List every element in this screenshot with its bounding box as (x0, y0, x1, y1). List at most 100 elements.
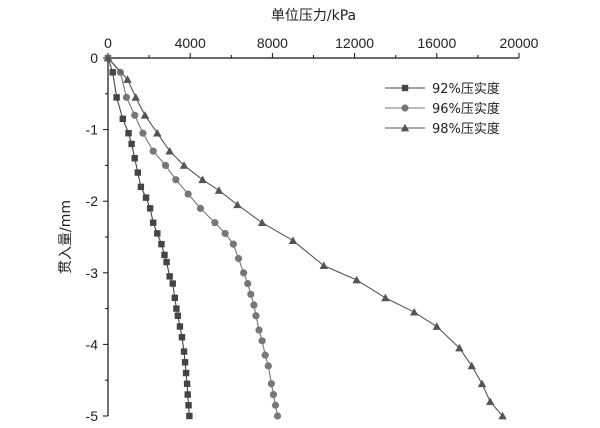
x-tick-label: 20000 (500, 35, 539, 51)
y-tick-label: -3 (86, 265, 99, 281)
data-point-series-1 (113, 94, 120, 101)
y-tick-label: -2 (86, 193, 99, 209)
data-point-series-3 (409, 307, 419, 316)
legend-marker-2 (401, 104, 409, 112)
data-point-series-2 (211, 219, 219, 227)
y-tick-label: -1 (86, 122, 99, 138)
data-point-series-1 (109, 69, 116, 76)
data-point-series-1 (174, 312, 182, 319)
data-point-series-3 (257, 218, 267, 227)
data-point-series-1 (182, 369, 190, 377)
x-tick-label: 4000 (175, 35, 206, 51)
data-point-series-2 (244, 279, 252, 288)
data-point-series-3 (165, 146, 174, 155)
data-point-series-3 (381, 293, 390, 302)
data-point-series-2 (149, 147, 157, 155)
data-point-series-2 (264, 362, 272, 370)
data-point-series-1 (178, 334, 186, 341)
x-tick-label: 8000 (257, 35, 288, 51)
data-point-series-3 (467, 361, 476, 370)
legend-label-1: 92%压实度 (432, 81, 500, 97)
series-line-1 (107, 57, 190, 417)
data-point-series-3 (498, 411, 507, 420)
data-point-series-3 (432, 322, 441, 330)
series-line-3 (107, 57, 503, 417)
data-point-series-2 (229, 240, 237, 248)
data-point-series-2 (261, 351, 269, 359)
data-point-series-1 (173, 305, 180, 312)
data-point-series-1 (163, 258, 170, 266)
data-point-series-2 (267, 380, 275, 388)
data-point-series-2 (240, 269, 248, 277)
data-point-series-1 (131, 155, 138, 162)
data-point-series-3 (131, 93, 140, 101)
data-point-series-1 (161, 251, 168, 259)
x-tick-label: 16000 (417, 35, 456, 51)
data-point-series-1 (171, 294, 178, 302)
data-point-series-2 (172, 176, 180, 184)
data-point-series-2 (247, 290, 255, 298)
data-point-series-2 (131, 111, 139, 119)
data-point-series-1 (183, 380, 191, 387)
data-point-series-1 (158, 240, 165, 248)
data-point-series-3 (153, 128, 162, 137)
data-point-series-2 (184, 190, 192, 198)
data-point-series-1 (146, 205, 154, 212)
data-point-series-3 (477, 379, 487, 388)
data-point-series-1 (166, 273, 173, 280)
data-point-series-3 (486, 397, 495, 406)
data-point-series-2 (122, 93, 131, 101)
data-point-series-1 (125, 129, 132, 137)
data-point-series-3 (103, 53, 113, 62)
x-axis-title: 单位压力/kPa (271, 8, 356, 24)
data-point-series-2 (250, 301, 258, 309)
legend-label-2: 96%压实度 (432, 101, 500, 117)
data-point-series-3 (352, 275, 361, 284)
data-point-series-1 (137, 183, 145, 191)
data-point-series-2 (269, 390, 278, 399)
data-point-series-2 (255, 326, 263, 334)
data-point-series-2 (271, 401, 280, 409)
data-point-series-2 (273, 412, 282, 420)
legend: 92%压实度 96%压实度 98%压实度 (385, 81, 500, 137)
data-point-series-1 (184, 391, 191, 398)
y-tick-label: -5 (86, 408, 99, 424)
data-point-series-1 (181, 359, 189, 366)
data-point-series-1 (185, 402, 192, 409)
data-point-series-3 (455, 343, 464, 352)
x-tick-label: 0 (104, 35, 112, 51)
data-point-series-2 (139, 129, 147, 137)
data-point-series-1 (169, 280, 176, 287)
data-point-series-3 (179, 161, 189, 169)
data-point-series-1 (134, 169, 141, 176)
plot-area: 0 4000 8000 12000 16000 20000 0 -1 -2 -3 -4 -5 (86, 35, 539, 424)
data-point-series-3 (319, 261, 328, 269)
data-point-series-3 (198, 175, 207, 184)
data-point-series-1 (180, 348, 188, 355)
data-point-series-3 (123, 75, 132, 83)
legend-marker-3 (400, 123, 410, 132)
data-point-series-2 (196, 204, 205, 212)
data-point-series-1 (150, 219, 157, 226)
data-point-series-1 (142, 194, 150, 201)
data-point-series-2 (258, 337, 266, 345)
legend-marker-1 (401, 84, 409, 92)
data-point-series-2 (221, 229, 229, 238)
data-point-series-3 (233, 200, 242, 209)
data-point-series-1 (119, 115, 126, 123)
data-point-series-2 (161, 161, 170, 169)
legend-label-3: 98%压实度 (432, 121, 500, 137)
data-point-series-2 (252, 312, 260, 320)
data-point-series-3 (288, 236, 298, 244)
y-tick-label: 0 (90, 50, 98, 66)
data-point-series-1 (186, 412, 193, 420)
series-line-2 (107, 57, 279, 417)
y-tick-label: -4 (86, 336, 99, 352)
x-tick-label: 12000 (335, 35, 374, 51)
y-axis-title: 贯入量/mm (58, 200, 74, 274)
data-point-series-3 (214, 186, 224, 194)
data-point-series-1 (176, 323, 184, 330)
data-point-series-1 (128, 140, 135, 148)
data-point-series-2 (234, 254, 243, 263)
